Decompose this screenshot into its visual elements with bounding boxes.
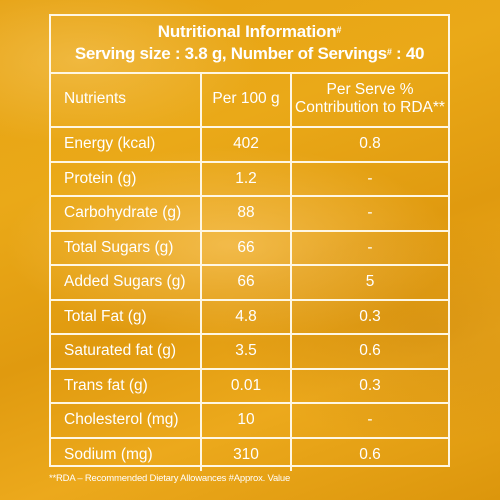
- nutrition-panel: Nutritional Information# Serving size : …: [49, 14, 450, 471]
- rda-value: 5: [290, 264, 448, 301]
- table-row: Sodium (mg) 310 0.6: [51, 436, 448, 471]
- table-row: Protein (g) 1.2 -: [51, 160, 448, 197]
- nutrition-title: Nutritional Information#: [157, 22, 342, 41]
- nutrient-name: Sodium (mg): [51, 436, 202, 471]
- nutrient-name: Carbohydrate (g): [51, 195, 202, 232]
- rda-value: 0.3: [290, 298, 448, 335]
- nutrient-name: Cholesterol (mg): [51, 402, 202, 439]
- per-100g-value: 402: [200, 126, 292, 163]
- per-100g-value: 10: [200, 402, 292, 439]
- table-header-row: Nutrients Per 100 g Per Serve % Contribut…: [51, 72, 448, 128]
- column-header-per-100g: Per 100 g: [200, 72, 292, 128]
- table-row: Cholesterol (mg) 10 -: [51, 402, 448, 439]
- per-100g-value: 0.01: [200, 367, 292, 404]
- per-100g-value: 1.2: [200, 160, 292, 197]
- per-100g-value: 88: [200, 195, 292, 232]
- per-100g-value: 310: [200, 436, 292, 471]
- table-row: Total Fat (g) 4.8 0.3: [51, 298, 448, 335]
- rda-value: 0.6: [290, 333, 448, 370]
- nutrient-name: Added Sugars (g): [51, 264, 202, 301]
- per-100g-value: 66: [200, 229, 292, 266]
- rda-value: 0.3: [290, 367, 448, 404]
- rda-value: -: [290, 402, 448, 439]
- column-header-rda: Per Serve % Contribution to RDA**: [290, 72, 448, 128]
- table-row: Energy (kcal) 402 0.8: [51, 126, 448, 163]
- nutrient-name: Protein (g): [51, 160, 202, 197]
- serving-info: Serving size : 3.8 g, Number of Servings…: [74, 44, 425, 63]
- column-header-nutrients: Nutrients: [51, 72, 202, 128]
- table-row: Total Sugars (g) 66 -: [51, 229, 448, 266]
- table-row: Carbohydrate (g) 88 -: [51, 195, 448, 232]
- nutrition-table: Nutrients Per 100 g Per Serve % Contribut…: [51, 72, 448, 471]
- table-row: Saturated fat (g) 3.5 0.6: [51, 333, 448, 370]
- per-100g-value: 4.8: [200, 298, 292, 335]
- nutrient-name: Saturated fat (g): [51, 333, 202, 370]
- nutrient-name: Total Sugars (g): [51, 229, 202, 266]
- footnote: **RDA – Recommended Dietary Allowances #…: [49, 473, 291, 484]
- rda-value: -: [290, 229, 448, 266]
- table-row: Added Sugars (g) 66 5: [51, 264, 448, 301]
- rda-value: -: [290, 160, 448, 197]
- nutrition-header: Nutritional Information# Serving size : …: [51, 16, 448, 74]
- per-100g-value: 3.5: [200, 333, 292, 370]
- per-100g-value: 66: [200, 264, 292, 301]
- rda-value: -: [290, 195, 448, 232]
- table-row: Trans fat (g) 0.01 0.3: [51, 367, 448, 404]
- nutrient-name: Energy (kcal): [51, 126, 202, 163]
- nutrient-name: Trans fat (g): [51, 367, 202, 404]
- rda-value: 0.8: [290, 126, 448, 163]
- rda-value: 0.6: [290, 436, 448, 471]
- nutrient-name: Total Fat (g): [51, 298, 202, 335]
